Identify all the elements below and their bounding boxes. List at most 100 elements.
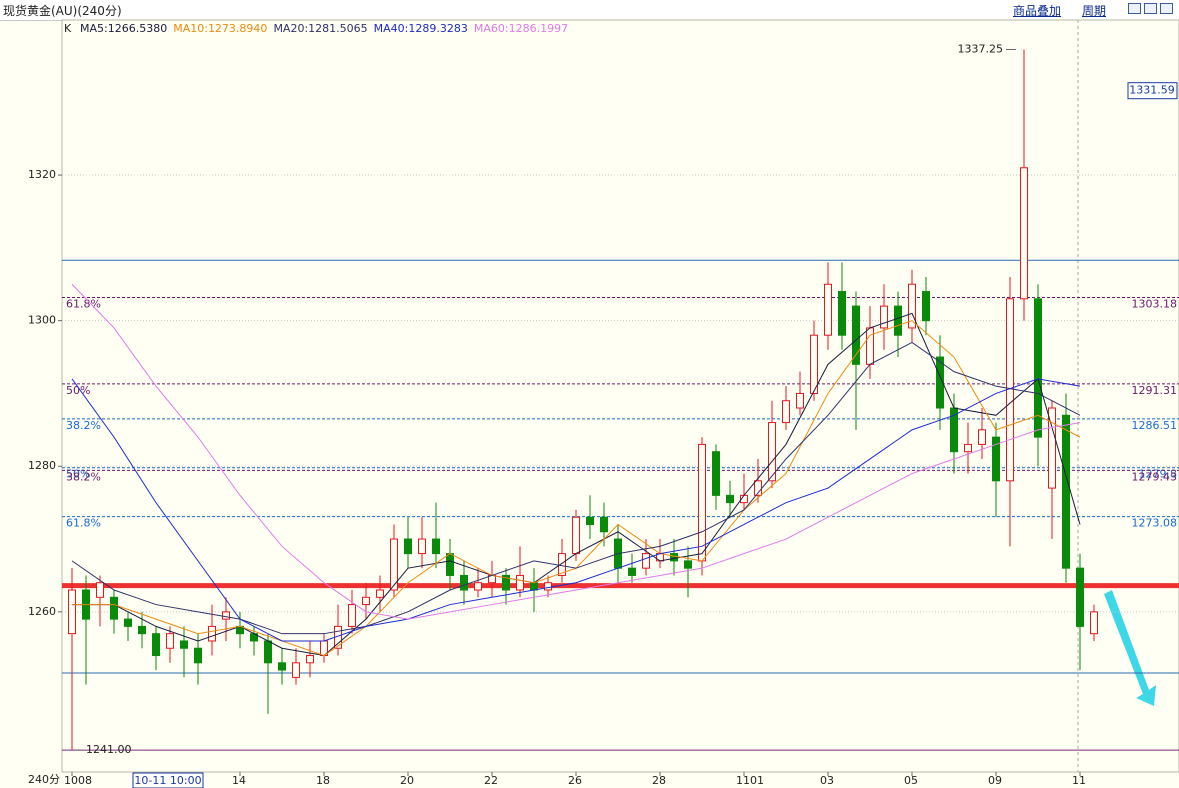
candle-body	[152, 633, 160, 657]
indicator-label: K	[64, 22, 72, 35]
fib-label: 38.2%	[66, 419, 101, 432]
candle-body	[474, 582, 482, 591]
ma-legend: MA60:1286.1997	[474, 22, 568, 35]
icon-right[interactable]	[1144, 3, 1157, 14]
candle-body	[418, 538, 426, 555]
candle-body	[1090, 611, 1098, 635]
ma-legend: MA40:1289.3283	[374, 22, 468, 35]
low-annotation: 1241.00	[86, 743, 132, 756]
fib-value: 1286.51	[1132, 419, 1178, 432]
x-tick-label: 14	[232, 774, 246, 787]
icon-window[interactable]	[1160, 3, 1173, 14]
title: 现货黄金(AU)(240分)	[3, 4, 122, 18]
candle-body	[530, 582, 538, 591]
x-tick-label: 26	[568, 774, 582, 787]
menu-overlay[interactable]: 商品叠加	[1013, 4, 1062, 18]
candle-body	[670, 553, 678, 562]
x-tick-label: 22	[484, 774, 498, 787]
y-tick-label: 1280	[28, 459, 56, 472]
candle-body	[278, 662, 286, 671]
candle-body	[586, 516, 594, 525]
icon-left[interactable]	[1128, 3, 1141, 14]
candle-body	[796, 392, 804, 409]
ma-line	[71, 378, 1081, 642]
fib-value: 1273.08	[1132, 517, 1178, 530]
candle-body	[96, 582, 104, 598]
cursor-box	[132, 772, 204, 788]
fib-value: 1279.43	[1132, 470, 1178, 483]
candle-body	[838, 291, 846, 336]
candle-body	[390, 538, 398, 591]
candle-body	[166, 633, 174, 649]
candle-body	[502, 574, 510, 591]
high-annotation: 1337.25	[958, 42, 1004, 55]
candle-body	[362, 596, 370, 606]
fib-label: 61.8%	[66, 298, 101, 311]
menu-period[interactable]: 周期	[1082, 4, 1107, 18]
y-tick-label: 1260	[28, 605, 56, 618]
price-tag: 1331.59	[1129, 84, 1175, 97]
ma-legend: MA5:1266.5380	[80, 22, 167, 35]
candle-body	[68, 589, 76, 635]
candle-body	[306, 655, 314, 664]
candle-body	[726, 494, 734, 504]
trend-arrow	[1104, 590, 1156, 706]
x-tick-label: 11	[1072, 774, 1086, 787]
candle-body	[376, 589, 384, 598]
candle-body	[894, 305, 902, 336]
candle-body	[698, 443, 706, 562]
x-tick-label: 1101	[736, 774, 764, 787]
ma-legend: MA20:1281.5065	[273, 22, 367, 35]
candle-body	[1076, 567, 1084, 627]
ma-line	[71, 283, 1081, 620]
candle-body	[348, 604, 356, 627]
cursor-label: 10-11 10:00	[134, 774, 201, 787]
candle-body	[642, 553, 650, 569]
price-tag-box	[1127, 82, 1178, 100]
fib-label: 50%	[66, 468, 90, 481]
candle-body	[460, 574, 468, 591]
candle-body	[992, 436, 1000, 482]
candle-body	[180, 640, 188, 649]
y-tick-label: 1300	[28, 314, 56, 327]
fib-value: 1303.18	[1132, 298, 1178, 311]
candle-body	[292, 662, 300, 678]
fib-label: 61.8%	[66, 517, 101, 530]
candle-body	[446, 553, 454, 576]
candle-body	[964, 443, 972, 453]
fib-value: 1291.31	[1132, 384, 1178, 397]
candle-body	[432, 538, 440, 555]
candle-body	[544, 582, 552, 591]
candle-body	[404, 538, 412, 555]
candle-body	[824, 283, 832, 336]
fib-value: 1279.8	[1139, 468, 1178, 481]
candle-body	[222, 611, 230, 620]
candle-body	[194, 647, 202, 664]
x-tick-label: 28	[652, 774, 666, 787]
candle-body	[572, 516, 580, 555]
x-tick-label: 03	[820, 774, 834, 787]
candle-body	[852, 305, 860, 365]
candle-body	[936, 356, 944, 409]
candle-body	[124, 618, 132, 627]
period-label: 240分	[28, 773, 60, 786]
candle-body	[110, 596, 118, 620]
candle-body	[516, 574, 524, 591]
candle-body	[264, 640, 272, 664]
fib-label: 38.2%	[66, 470, 101, 483]
candle-body	[922, 291, 930, 322]
x-tick-label: 18	[316, 774, 330, 787]
candle-body	[684, 560, 692, 569]
candle-body	[208, 625, 216, 642]
x-tick-label: 1008	[64, 774, 92, 787]
x-tick-label: 20	[400, 774, 414, 787]
candle-body	[1034, 298, 1042, 438]
candle-body	[810, 334, 818, 394]
candle-body	[628, 567, 636, 576]
candle-body	[782, 400, 790, 424]
candle-body	[558, 553, 566, 576]
candle-body	[768, 422, 776, 482]
candle-body	[866, 327, 874, 365]
